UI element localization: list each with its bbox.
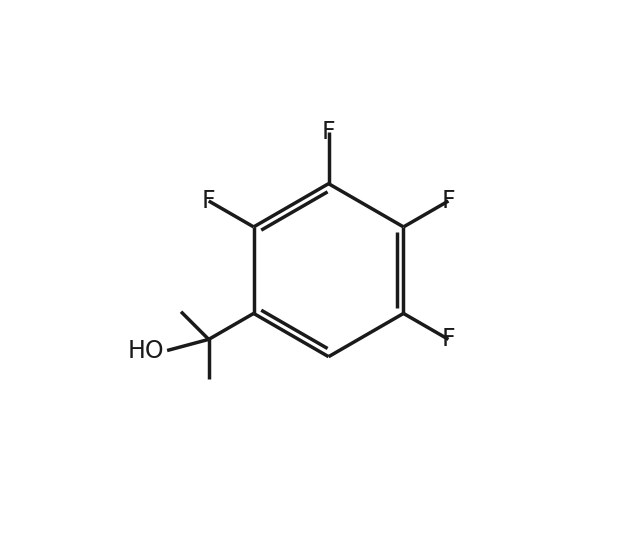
Text: F: F [442, 327, 455, 351]
Text: HO: HO [127, 339, 164, 363]
Text: F: F [321, 120, 336, 144]
Text: F: F [442, 189, 455, 213]
Text: F: F [202, 189, 215, 213]
